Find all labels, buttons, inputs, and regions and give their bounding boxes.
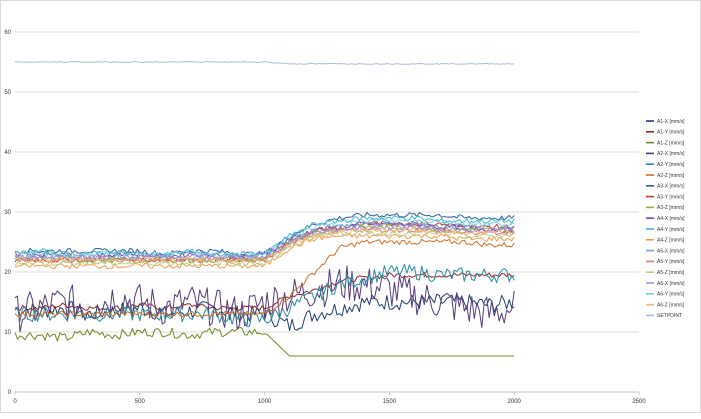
- series-line: [14, 327, 515, 357]
- y-tick-label: 10: [4, 330, 11, 336]
- gridlines: [15, 31, 639, 393]
- series-line: [14, 229, 515, 267]
- legend-label: A3-X [mm/s]: [657, 184, 685, 190]
- series-line: [14, 263, 515, 328]
- x-tick-label: 0: [13, 399, 17, 405]
- series-line: [14, 223, 515, 261]
- y-tick-label: 20: [4, 270, 11, 276]
- y-tick-label: 50: [4, 90, 11, 96]
- axes: 0 10 20 30 40 50 60 0 500 1000 1500 2000 2500: [4, 30, 646, 405]
- x-tick-label: 2000: [508, 399, 522, 405]
- x-tick-label: 1500: [383, 399, 397, 405]
- y-tick-label: 30: [4, 210, 11, 216]
- legend: A1-X [mm/s] A1-Y [mm/s] A1-Z [mm/s] A2-X [m…: [646, 119, 685, 319]
- legend-label: A1-Z [mm/s]: [657, 140, 685, 146]
- legend-label: SETPOINT: [657, 313, 682, 319]
- y-tick-label: 0: [8, 390, 12, 396]
- legend-label: A5-Z [mm/s]: [657, 270, 685, 276]
- legend-label: A1-X [mm/s]: [657, 119, 685, 125]
- legend-label: A3-Y [mm/s]: [657, 194, 685, 200]
- series-line: [14, 227, 515, 263]
- legend-label: A1-Y [mm/s]: [657, 130, 685, 136]
- y-tick-label: 40: [4, 150, 11, 156]
- series-line: [14, 211, 515, 258]
- legend-label: A2-Y [mm/s]: [657, 162, 685, 168]
- legend-label: A5-X [mm/s]: [657, 248, 685, 254]
- y-tick-label: 60: [4, 30, 11, 36]
- legend-label: A4-X [mm/s]: [657, 216, 685, 222]
- legend-label: A6-Y [mm/s]: [657, 292, 685, 298]
- legend-label: A4-Z [mm/s]: [657, 238, 685, 244]
- series-line: [14, 272, 515, 312]
- series-line: [14, 226, 515, 264]
- legend-label: A5-Y [mm/s]: [657, 259, 685, 265]
- legend-label: A6-Z [mm/s]: [657, 302, 685, 308]
- legend-label: A2-Z [mm/s]: [657, 173, 685, 179]
- series-line: [14, 233, 515, 270]
- series-line: [14, 218, 515, 258]
- series-line: [14, 265, 515, 333]
- x-tick-label: 500: [135, 399, 146, 405]
- legend-label: A2-X [mm/s]: [657, 151, 685, 157]
- plot-area: [14, 61, 515, 357]
- series-line: [14, 221, 515, 260]
- series-line: [14, 238, 515, 318]
- x-tick-label: 2500: [632, 399, 646, 405]
- legend-label: A4-Y [mm/s]: [657, 227, 685, 233]
- legend-label: A6-X [mm/s]: [657, 281, 685, 287]
- series-line: [14, 61, 515, 65]
- x-tick-label: 1000: [258, 399, 272, 405]
- legend-label: A3-Z [mm/s]: [657, 205, 685, 211]
